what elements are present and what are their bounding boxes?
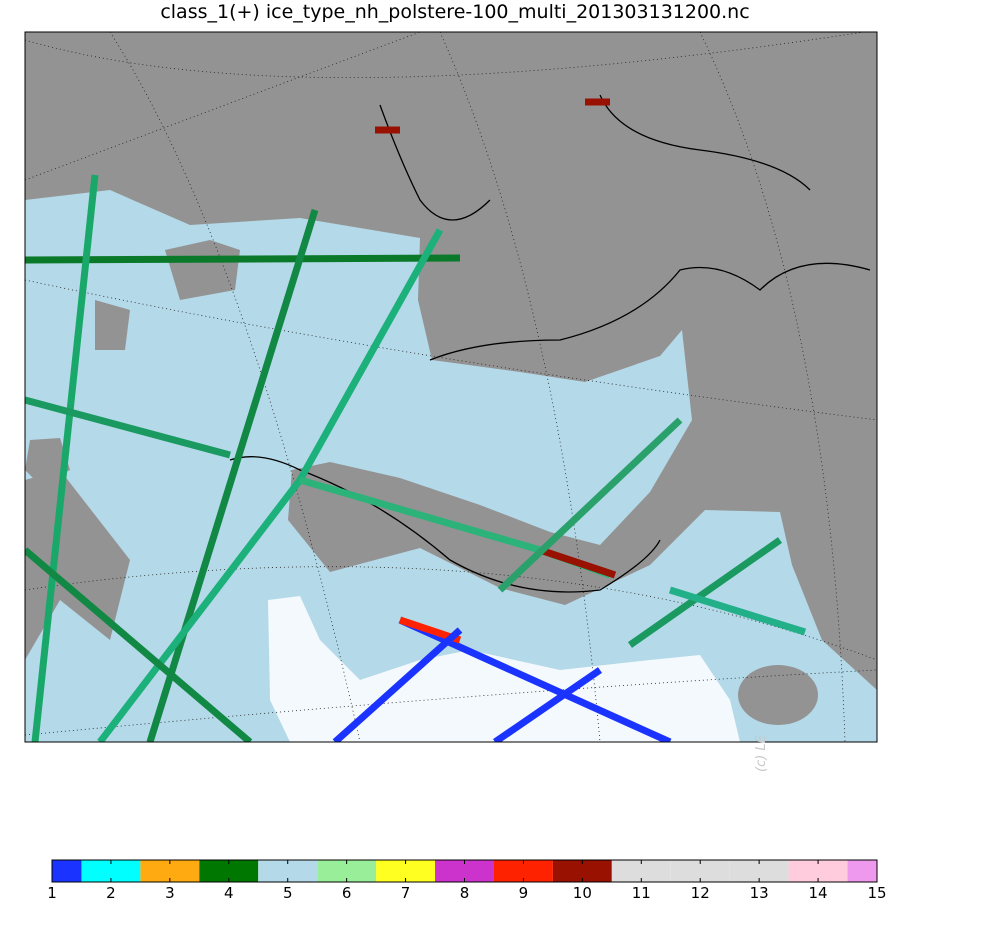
colorbar-tick-label: 4 xyxy=(224,884,234,902)
colorbar-segment xyxy=(493,860,553,882)
colorbar-tick-label: 2 xyxy=(106,884,116,902)
colorbar-segment xyxy=(376,860,436,882)
colorbar: 1 2 3 4 5 6 7 8 9 10 11 12 13 14 15 xyxy=(47,860,887,902)
colorbar-tick-label: 10 xyxy=(573,884,592,902)
map-frame xyxy=(24,31,878,743)
colorbar-segment xyxy=(729,860,789,882)
colorbar-tick-label: 8 xyxy=(460,884,470,902)
colorbar-segment xyxy=(258,860,318,882)
colorbar-tick-label: 15 xyxy=(867,884,886,902)
colorbar-frame xyxy=(51,859,878,883)
colorbar-segment xyxy=(847,860,877,882)
colorbar-segment xyxy=(140,860,200,882)
colorbar-segment xyxy=(317,860,377,882)
colorbar-segment xyxy=(552,860,612,882)
title: class_1(+) ice_type_nh_polstere-100_mult… xyxy=(160,1,749,23)
colorbar-segment xyxy=(199,860,259,882)
colorbar-segment xyxy=(435,860,494,882)
colorbar-tick-label: 7 xyxy=(401,884,411,902)
watermark: (c) LE xyxy=(754,734,769,772)
colorbar-tick-label: 14 xyxy=(809,884,828,902)
colorbar-tick-label: 13 xyxy=(750,884,769,902)
map xyxy=(25,32,877,742)
colorbar-segment xyxy=(788,860,848,882)
colorbar-tick-label: 3 xyxy=(165,884,175,902)
colorbar-tick-label: 12 xyxy=(691,884,710,902)
colorbar-segment xyxy=(670,860,730,882)
colorbar-segment xyxy=(81,860,141,882)
colorbar-tick-label: 9 xyxy=(519,884,529,902)
colorbar-tick-label: 6 xyxy=(342,884,352,902)
colorbar-tick-label: 1 xyxy=(47,884,57,902)
colorbar-segment xyxy=(611,860,671,882)
colorbar-tick-label: 5 xyxy=(283,884,293,902)
colorbar-tick-label: 11 xyxy=(632,884,651,902)
colorbar-segment xyxy=(52,860,82,882)
